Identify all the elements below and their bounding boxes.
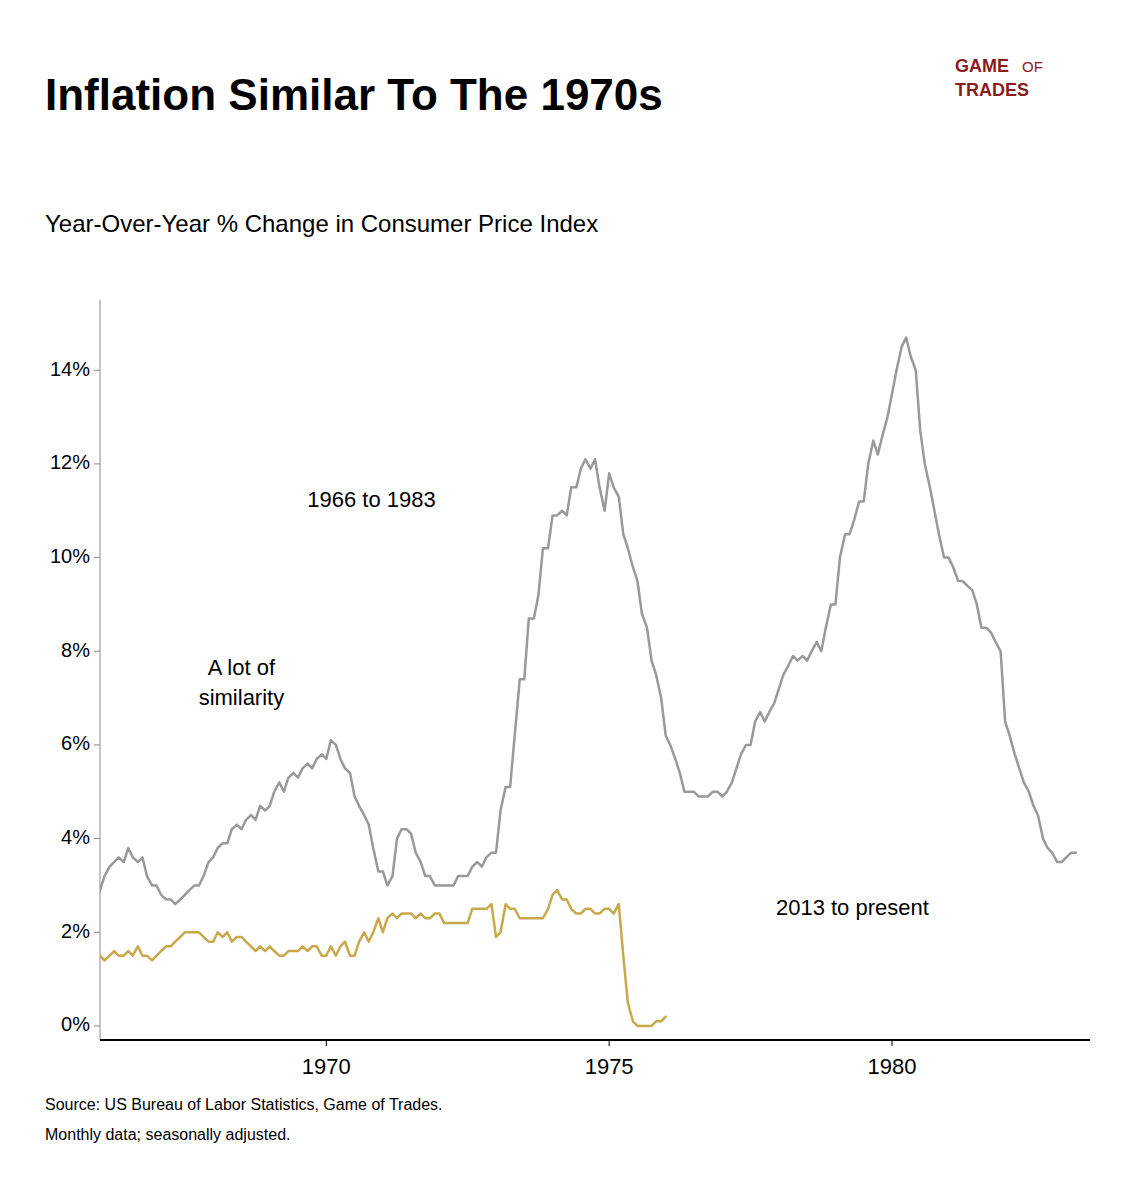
- y-tick-label: 14%: [50, 358, 90, 380]
- x-tick: [609, 1040, 610, 1046]
- annotation: 1966 to 1983: [307, 487, 435, 512]
- y-tick-label: 0%: [61, 1013, 90, 1035]
- y-tick: [94, 651, 100, 652]
- annotation: A lot of similarity: [199, 654, 285, 710]
- annotation: 2013 to present: [776, 895, 929, 920]
- y-tick-label: 12%: [50, 451, 90, 473]
- y-tick-label: 6%: [61, 732, 90, 754]
- y-tick: [94, 932, 100, 933]
- x-tick-label: 1980: [868, 1054, 917, 1079]
- plot-area: [100, 337, 1076, 1025]
- y-tick: [94, 463, 100, 464]
- y-tick: [94, 838, 100, 839]
- branding: TRADES: [955, 80, 1029, 100]
- branding: OF: [1022, 58, 1043, 75]
- x-axis-line: [100, 1039, 1090, 1041]
- branding: GAME: [955, 56, 1009, 76]
- y-tick-label: 10%: [50, 545, 90, 567]
- series-line: [100, 337, 1076, 904]
- annotation-line: A lot of: [208, 654, 276, 679]
- source: Source: US Bureau of Labor Statistics, G…: [45, 1096, 443, 1113]
- y-tick-label: 8%: [61, 639, 90, 661]
- y-tick-label: 2%: [61, 920, 90, 942]
- x-tick: [892, 1040, 893, 1046]
- x-tick-label: 1975: [585, 1054, 634, 1079]
- x-tick-label: 1970: [302, 1054, 351, 1079]
- y-tick: [94, 744, 100, 745]
- x-tick: [326, 1040, 327, 1046]
- subtitle: Year-Over-Year % Change in Consumer Pric…: [45, 210, 598, 237]
- series-line: [100, 890, 666, 1026]
- y-axis-line: [100, 300, 101, 1040]
- annotation-line: similarity: [199, 685, 285, 710]
- y-tick-label: 4%: [61, 826, 90, 848]
- y-tick: [94, 557, 100, 558]
- y-tick: [94, 370, 100, 371]
- title: Inflation Similar To The 1970s: [45, 70, 663, 119]
- y-tick: [94, 1025, 100, 1026]
- annotation-line: 2013 to present: [776, 895, 929, 920]
- chart: Inflation Similar To The 1970s Year-Over-…: [0, 0, 1133, 1200]
- source: Monthly data; seasonally adjusted.: [45, 1126, 290, 1143]
- annotation-line: 1966 to 1983: [307, 487, 435, 512]
